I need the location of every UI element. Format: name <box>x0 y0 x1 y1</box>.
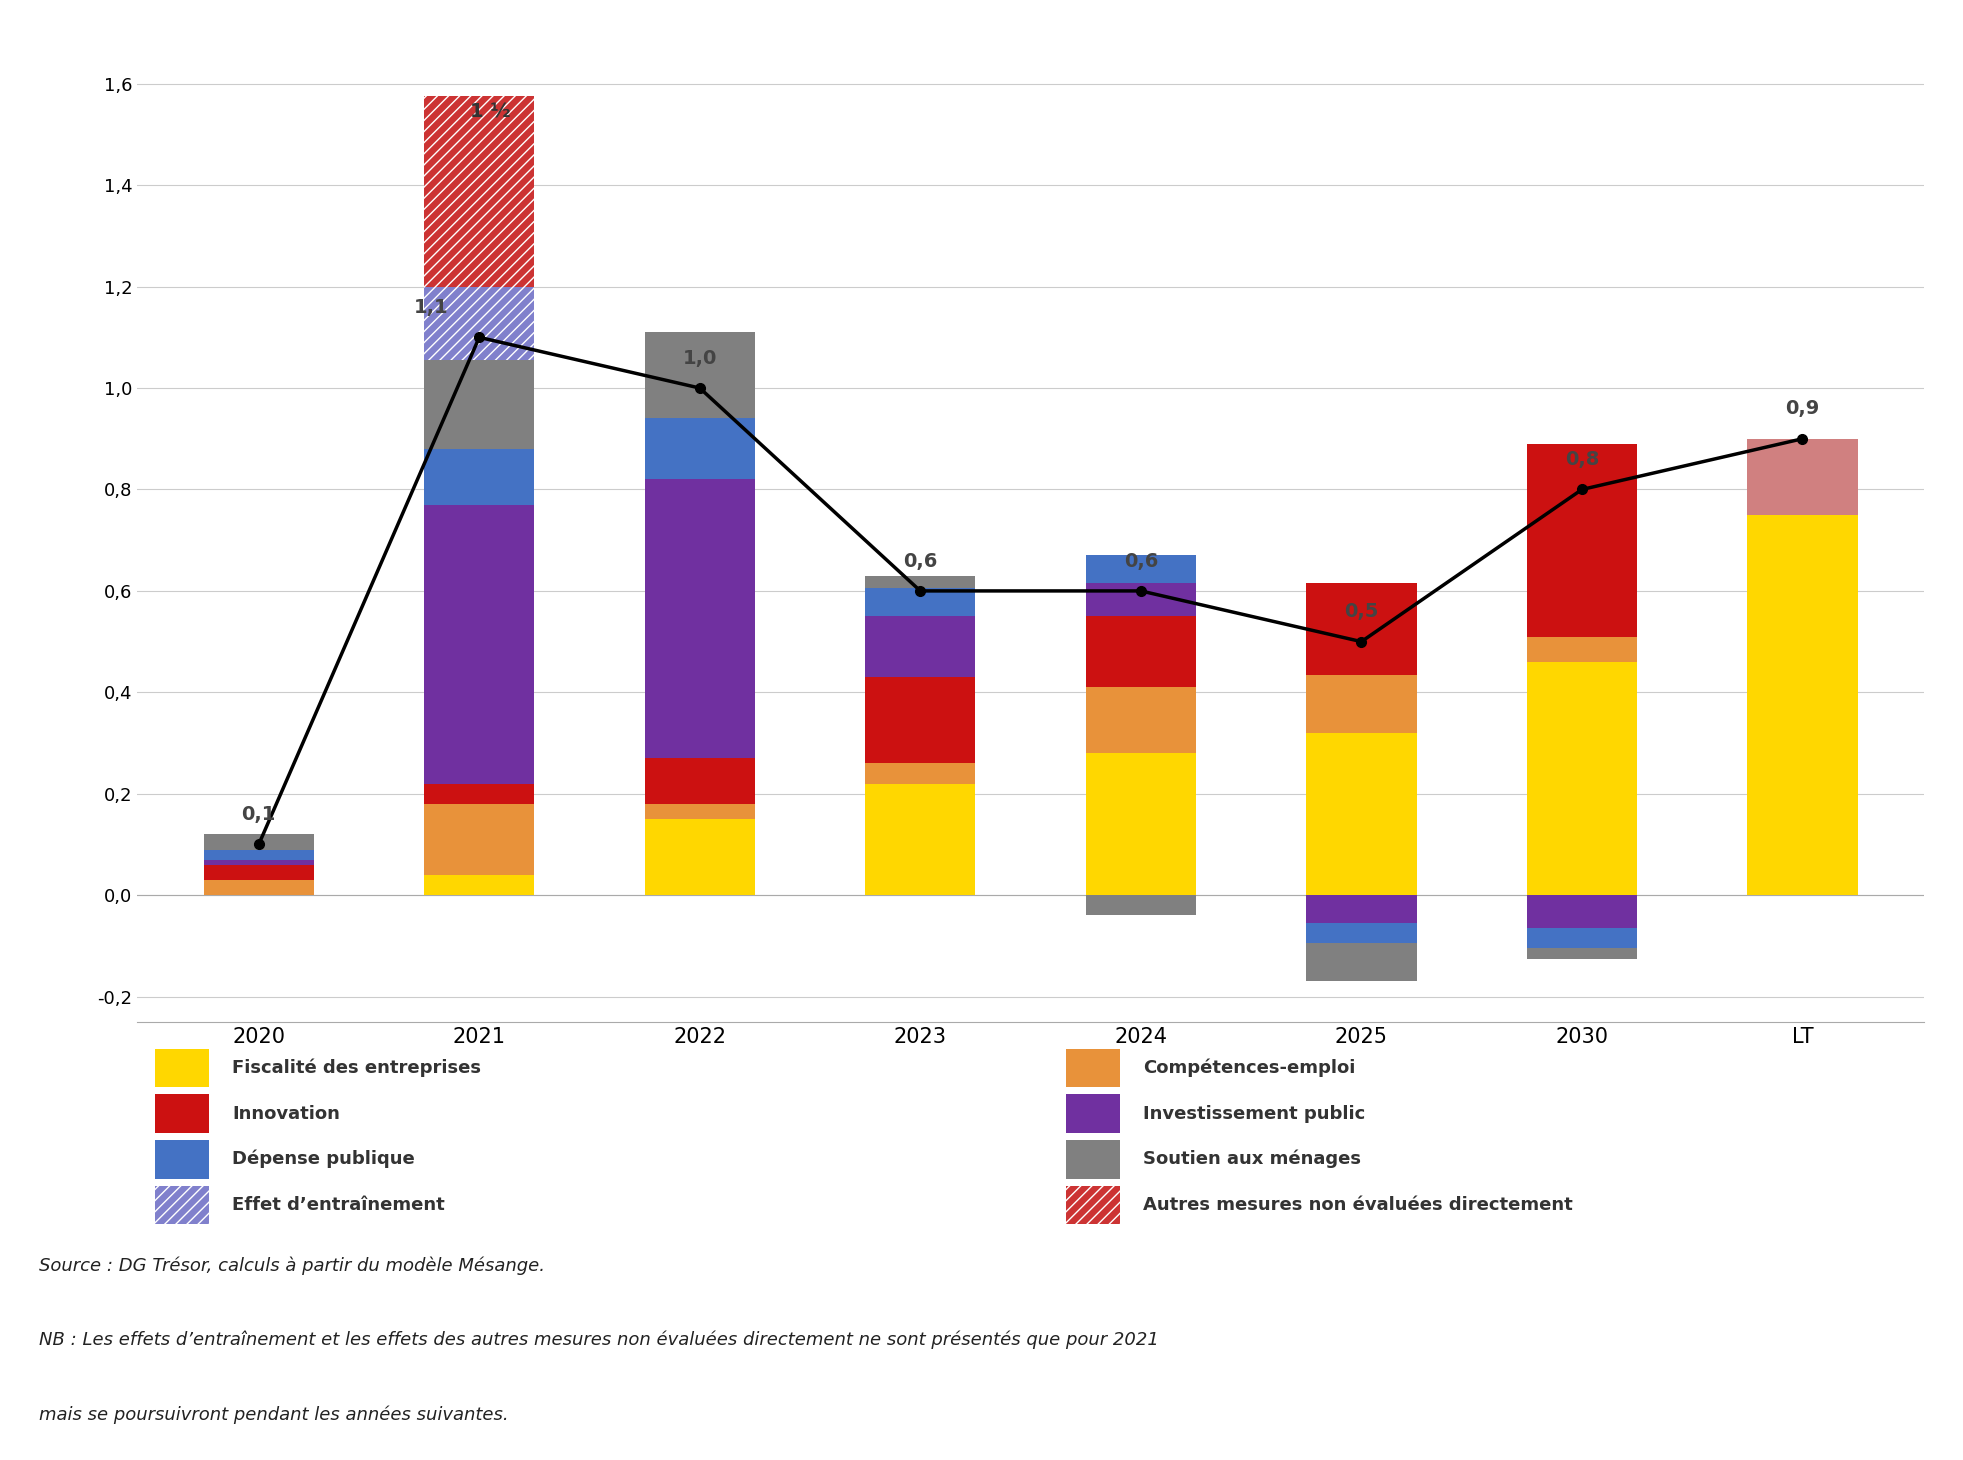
Bar <box>424 96 534 286</box>
Bar <box>155 1095 208 1133</box>
Text: 1,0: 1,0 <box>683 349 716 368</box>
Bar <box>1086 688 1195 753</box>
Bar <box>1086 555 1195 584</box>
Bar <box>644 333 756 419</box>
Text: 1,1: 1,1 <box>414 298 448 317</box>
Bar <box>1305 895 1417 923</box>
Bar <box>424 286 534 361</box>
Bar <box>1527 444 1637 637</box>
Bar <box>866 588 976 616</box>
Bar <box>155 1140 208 1178</box>
Bar <box>866 575 976 588</box>
Bar <box>1086 753 1195 895</box>
Bar <box>866 677 976 764</box>
Bar <box>155 1048 208 1088</box>
Bar <box>1086 895 1195 915</box>
Text: 0,9: 0,9 <box>1784 400 1820 419</box>
Bar <box>424 804 534 875</box>
Bar <box>1747 515 1857 895</box>
Text: 1 ½: 1 ½ <box>469 102 510 121</box>
Bar <box>1086 616 1195 688</box>
Bar <box>424 505 534 784</box>
Bar <box>1527 949 1637 959</box>
Bar <box>424 448 534 505</box>
Text: 0,1: 0,1 <box>241 806 277 825</box>
Bar <box>644 804 756 819</box>
Bar <box>1305 675 1417 733</box>
Text: Source : DG Trésor, calculs à partir du modèle Mésange.: Source : DG Trésor, calculs à partir du … <box>39 1257 546 1275</box>
Text: NB : Les effets d’entraînement et les effets des autres mesures non évaluées dir: NB : Les effets d’entraînement et les ef… <box>39 1332 1158 1349</box>
Bar <box>424 784 534 804</box>
Bar <box>1305 733 1417 895</box>
Bar <box>1305 943 1417 981</box>
Bar <box>1527 895 1637 929</box>
Text: 0,5: 0,5 <box>1345 603 1378 622</box>
Bar <box>644 419 756 479</box>
Bar <box>424 875 534 895</box>
Bar <box>1066 1095 1119 1133</box>
Bar <box>866 784 976 895</box>
Text: 0,6: 0,6 <box>1123 552 1158 571</box>
Bar <box>1527 637 1637 661</box>
Text: Compétences-emploi: Compétences-emploi <box>1142 1058 1356 1077</box>
Bar <box>644 819 756 895</box>
Bar <box>204 834 314 850</box>
Bar <box>1305 923 1417 943</box>
Text: Innovation: Innovation <box>232 1105 340 1123</box>
Bar <box>1066 1140 1119 1178</box>
Bar <box>1066 1048 1119 1088</box>
Bar <box>866 764 976 784</box>
Text: mais se poursuivront pendant les années suivantes.: mais se poursuivront pendant les années … <box>39 1406 508 1424</box>
Bar <box>1066 1186 1119 1223</box>
Text: 0,8: 0,8 <box>1565 450 1600 469</box>
Bar <box>204 880 314 895</box>
Bar <box>866 616 976 677</box>
Bar <box>204 864 314 880</box>
Bar <box>204 850 314 860</box>
Bar <box>1747 439 1857 515</box>
Text: Soutien aux ménages: Soutien aux ménages <box>1142 1150 1360 1168</box>
Text: Autres mesures non évaluées directement: Autres mesures non évaluées directement <box>1142 1196 1572 1213</box>
Text: Investissement public: Investissement public <box>1142 1105 1366 1123</box>
Bar <box>204 860 314 864</box>
Bar <box>424 361 534 448</box>
Text: Dépense publique: Dépense publique <box>232 1150 414 1168</box>
Text: Fiscalité des entreprises: Fiscalité des entreprises <box>232 1058 481 1077</box>
Bar <box>644 758 756 804</box>
Text: 0,6: 0,6 <box>903 552 938 571</box>
Bar <box>1086 584 1195 616</box>
Text: Effet d’entraînement: Effet d’entraînement <box>232 1196 446 1213</box>
Bar <box>155 1186 208 1223</box>
Bar <box>1305 584 1417 675</box>
Bar <box>1527 929 1637 949</box>
Bar <box>1527 661 1637 895</box>
Bar <box>644 479 756 758</box>
